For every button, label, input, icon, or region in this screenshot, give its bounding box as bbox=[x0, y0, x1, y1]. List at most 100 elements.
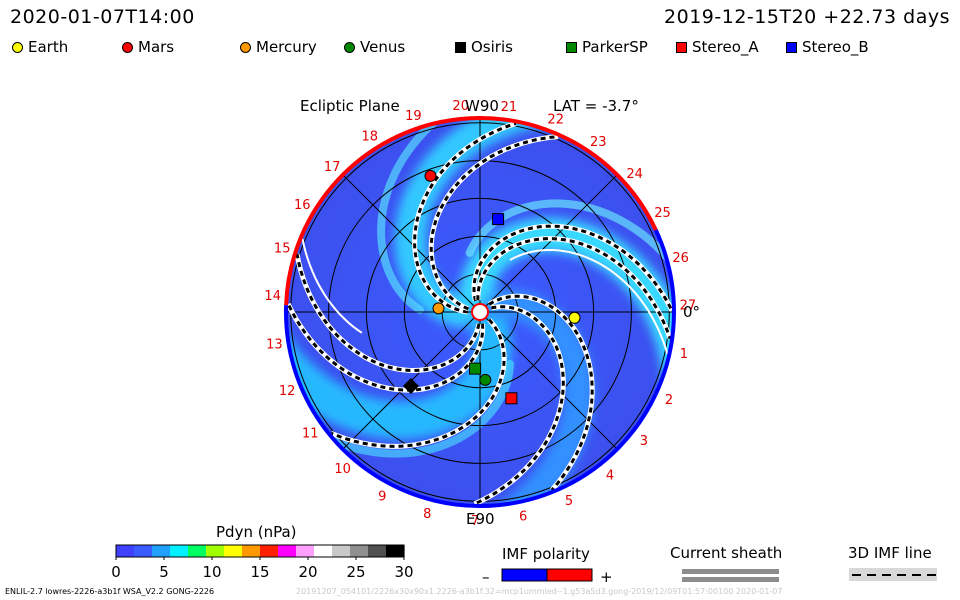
density-stream-core bbox=[286, 326, 514, 458]
field-line bbox=[472, 224, 674, 312]
legend-item-mercury: Mercury bbox=[240, 38, 317, 56]
current-sheath-swatch-2 bbox=[682, 577, 779, 582]
colorbar-segment bbox=[314, 545, 333, 557]
rim-number: 24 bbox=[626, 167, 643, 182]
colorbar-ticks: 0 5 10 15 20 25 30 bbox=[111, 557, 414, 581]
rim-number: 11 bbox=[302, 426, 319, 441]
imf-negative-swatch bbox=[501, 568, 548, 582]
rim-number: 4 bbox=[606, 468, 614, 483]
rim-number: 26 bbox=[672, 251, 689, 266]
rim-number: 22 bbox=[547, 112, 564, 127]
colorbar-tick-label: 20 bbox=[298, 563, 317, 581]
rim-number: 5 bbox=[565, 494, 573, 509]
imf-field-lines bbox=[285, 121, 675, 507]
rim-number: 6 bbox=[519, 510, 527, 525]
field-line bbox=[488, 294, 594, 491]
plot-title: Ecliptic Plane bbox=[300, 97, 400, 115]
polarity-arc bbox=[653, 229, 676, 395]
object-earth bbox=[568, 311, 581, 324]
field-line bbox=[473, 305, 565, 506]
object-legend: Earth Mars Mercury Venus Osiris ParkerSP Stere… bbox=[12, 38, 952, 58]
colorbar-tick-label: 30 bbox=[394, 563, 413, 581]
legend-label: Stereo_B bbox=[802, 38, 869, 56]
rim-number: 10 bbox=[334, 462, 351, 477]
legend-label: Mars bbox=[138, 38, 175, 56]
field-line bbox=[286, 303, 485, 392]
imf-line-swatch-bg bbox=[849, 568, 937, 581]
circle-marker-icon bbox=[344, 41, 355, 53]
field-line bbox=[476, 237, 672, 340]
model-info-footer: ENLIL-2.7 lowres-2226-a3b1f WSA_V2.2 GON… bbox=[5, 587, 215, 596]
rim-number: 18 bbox=[362, 130, 379, 145]
colorbar-tick-label: 5 bbox=[159, 563, 169, 581]
colorbar-tick-label: 0 bbox=[111, 563, 121, 581]
rim-number: 1 bbox=[680, 347, 688, 362]
square-marker-icon bbox=[676, 41, 687, 53]
colorbar-segment bbox=[350, 545, 369, 557]
current-sheath-line bbox=[301, 238, 363, 334]
colorbar-segment bbox=[224, 545, 243, 557]
colorbar-segment bbox=[188, 545, 207, 557]
density-stream bbox=[286, 207, 512, 440]
imf-polarity-title: IMF polarity bbox=[502, 545, 590, 563]
rim-number: 25 bbox=[654, 206, 671, 221]
polarity-rim bbox=[284, 116, 676, 509]
run-id-footer: 20191207_054101/2226x30x90x1.2226-a3b1f.… bbox=[296, 587, 783, 596]
legend-label: Earth bbox=[28, 38, 69, 56]
run-start-offset: 2019-12-15T20 +22.73 days bbox=[664, 6, 950, 28]
object-parkersp bbox=[469, 362, 482, 375]
legend-item-osiris: Osiris bbox=[455, 38, 513, 56]
colorbar-segment bbox=[134, 545, 153, 557]
imf-positive-swatch bbox=[546, 568, 593, 582]
legend-item-stereo-a: Stereo_A bbox=[676, 38, 759, 56]
rim-number: 9 bbox=[378, 490, 386, 505]
colorbar-segment bbox=[170, 545, 189, 557]
colorbar-segment bbox=[386, 545, 405, 557]
rim-number: 15 bbox=[274, 242, 291, 257]
imf-plus-label: + bbox=[600, 568, 613, 586]
colorbar-tick-label: 25 bbox=[346, 563, 365, 581]
field-line bbox=[429, 135, 559, 311]
square-marker-icon bbox=[566, 41, 577, 53]
field-line bbox=[330, 318, 506, 448]
bottom-direction-label: E90 bbox=[466, 510, 495, 528]
imf-line-title: 3D IMF line bbox=[848, 544, 932, 562]
density-stream bbox=[367, 289, 594, 506]
imf-minus-label: – bbox=[482, 568, 490, 586]
object-mercury bbox=[432, 302, 445, 315]
rim-number: 19 bbox=[405, 109, 422, 124]
current-sheath-title: Current sheath bbox=[670, 544, 782, 562]
colorbar bbox=[115, 544, 405, 558]
legend-item-mars: Mars bbox=[122, 38, 174, 56]
density-stream bbox=[459, 217, 674, 506]
rim-number: 14 bbox=[264, 289, 281, 304]
polarity-arc bbox=[284, 116, 658, 306]
colorbar-segment bbox=[278, 545, 297, 557]
lat-label: LAT = -3.7° bbox=[553, 97, 639, 115]
rim-number: 21 bbox=[501, 100, 518, 115]
legend-label: ParkerSP bbox=[582, 38, 648, 56]
colorbar-tick-label: 15 bbox=[250, 563, 269, 581]
colorbar-segment bbox=[242, 545, 261, 557]
circle-marker-icon bbox=[240, 41, 251, 53]
legend-label: Venus bbox=[360, 38, 406, 56]
rim-number: 7 bbox=[471, 514, 479, 529]
legend-label: Stereo_A bbox=[692, 38, 759, 56]
rim-number: 17 bbox=[324, 160, 341, 175]
colorbar-segment bbox=[368, 545, 387, 557]
object-osiris bbox=[402, 378, 419, 395]
legend-item-parkersp: ParkerSP bbox=[566, 38, 648, 56]
polarity-arc bbox=[284, 305, 658, 509]
right-angle-label: 0° bbox=[683, 303, 700, 321]
object-stereo-b bbox=[492, 213, 505, 226]
object-stereo-a bbox=[505, 392, 518, 405]
colorbar-segment bbox=[296, 545, 315, 557]
square-marker-icon bbox=[786, 41, 797, 53]
field-line bbox=[413, 121, 517, 314]
rim-number: 8 bbox=[423, 507, 431, 522]
object-markers bbox=[402, 169, 581, 405]
rim-number: 3 bbox=[640, 434, 648, 449]
colorbar-segment bbox=[332, 545, 351, 557]
